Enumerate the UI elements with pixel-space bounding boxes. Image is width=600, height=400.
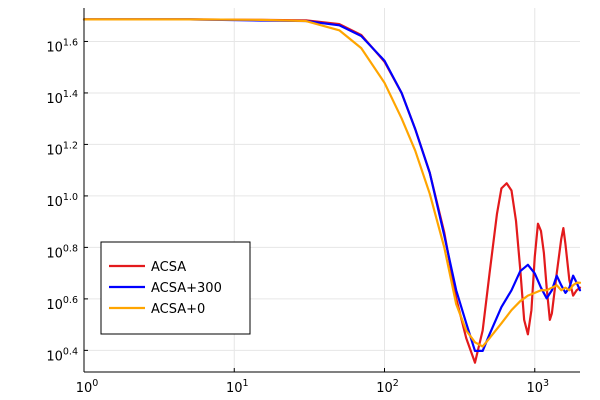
y-tick-label: 101.4: [46, 89, 78, 107]
series-line-acsa-300: [82, 18, 582, 352]
y-tick-label: 101.6: [46, 37, 78, 55]
legend-label: ACSA: [151, 260, 186, 275]
y-tick-label: 100.8: [46, 243, 78, 261]
legend: ACSA ACSA+300 ACSA+0: [100, 241, 251, 335]
y-tick-label: 101.0: [46, 192, 78, 210]
legend-label: ACSA+300: [151, 281, 222, 296]
x-tick-label: 102: [376, 378, 399, 396]
x-tick-label: 101: [226, 378, 249, 396]
y-tick-label: 100.4: [46, 346, 78, 364]
y-tick-label: 101.2: [46, 140, 78, 158]
axes-layer: [83, 8, 580, 373]
x-tick-label: 100: [76, 378, 99, 396]
y-tick-label: 100.6: [46, 295, 78, 313]
series-line-acsa-0: [82, 18, 582, 348]
legend-label: ACSA+0: [151, 302, 205, 317]
tick-layer: 100 101 102 103 100.4 100.6 100.8 101.0 101.2 101…: [46, 37, 549, 396]
series-layer: [82, 18, 582, 364]
x-tick-label: 103: [526, 378, 549, 396]
